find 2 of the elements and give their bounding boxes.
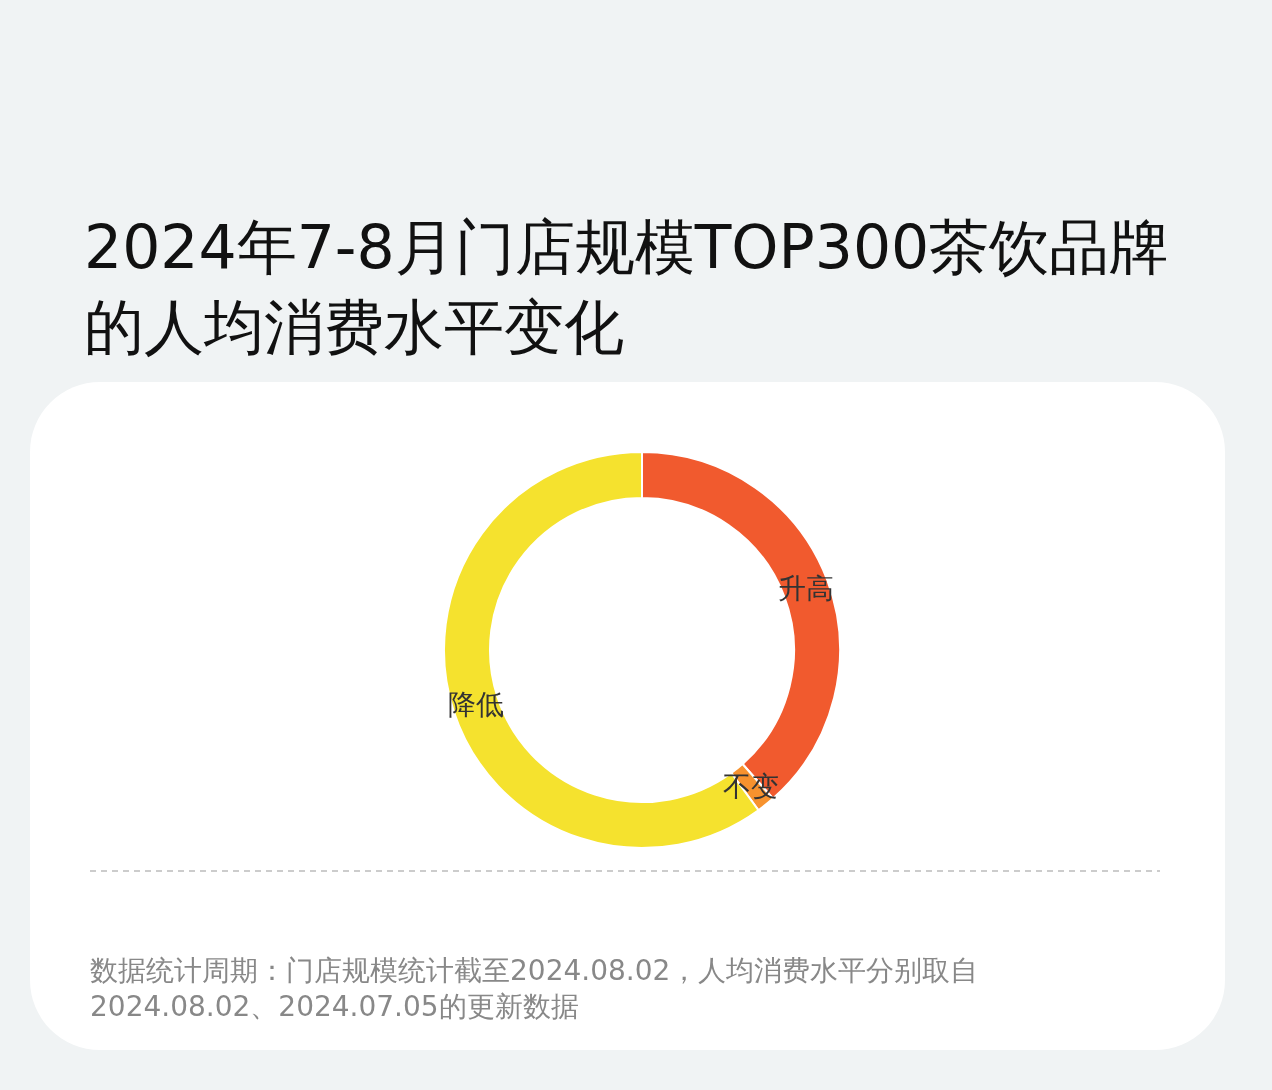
text: 数据统计周期：门店规模统计截至2024.08.02，人均消费水平分别取自2024.08.02、2024.07.05的更新数据 — [90, 954, 979, 1023]
chart-title: 2024年7-8月门店规模TOP300茶饮品牌的人均消费水平变化 — [84, 212, 1170, 362]
